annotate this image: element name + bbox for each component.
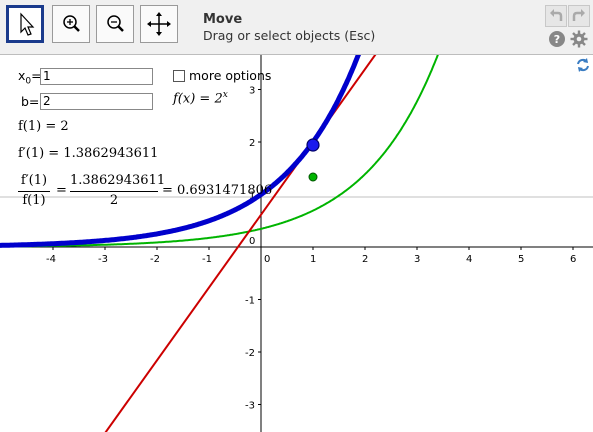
undo-button[interactable] <box>545 5 567 27</box>
green-point[interactable] <box>308 172 318 182</box>
function-f-curve[interactable] <box>0 55 366 248</box>
y-axis-tick-label: 2 <box>249 138 255 149</box>
zoom-in-tool-button[interactable] <box>52 5 90 43</box>
ratio-denominator-left: f(1) <box>22 193 46 208</box>
x0-input-field[interactable]: 1 <box>40 68 153 85</box>
toolbar: Move Drag or select objects (Esc) ? <box>0 0 593 55</box>
undo-icon <box>550 9 563 21</box>
move-graphics-view-tool-button[interactable] <box>140 5 178 43</box>
more-options-label: more options <box>189 68 272 83</box>
axis-ticks <box>52 89 574 405</box>
x-axis-tick-label: 3 <box>414 254 420 265</box>
x-axis-tick-label: -4 <box>46 254 56 265</box>
tool-mode-title: Move <box>203 12 243 27</box>
magnifier-plus-icon <box>63 15 80 32</box>
f-of-1-value: f(1) = 2 <box>18 119 69 134</box>
graphics-view[interactable]: -4 -3 -2 -1 0 1 2 3 4 5 6 3 2 1 0 -1 -2 -3 x0= 1 b= 2 mor… <box>0 55 593 432</box>
coordinate-plane[interactable]: -4 -3 -2 -1 0 1 2 3 4 5 6 3 2 1 0 -1 -2 -3 <box>0 55 593 432</box>
fraction-bar-left <box>18 191 50 192</box>
x-axis-tick-label: 2 <box>362 254 368 265</box>
x-axis-tick-label: -3 <box>98 254 108 265</box>
y-axis-tick-label: 0 <box>249 236 255 247</box>
point-on-f[interactable] <box>306 138 320 152</box>
redo-icon <box>572 9 585 21</box>
settings-button[interactable] <box>570 30 588 48</box>
x0-label: x0= <box>18 68 42 87</box>
settings-gear-icon <box>570 30 588 48</box>
equals-sign: = <box>56 183 67 198</box>
tangent-line[interactable] <box>104 55 383 432</box>
x-axis-tick-label: 0 <box>264 254 270 265</box>
svg-text:?: ? <box>554 33 560 46</box>
x-axis-tick-label: 5 <box>518 254 524 265</box>
ratio-numerator-left: f′(1) <box>20 173 48 188</box>
zoom-out-tool-button[interactable] <box>96 5 134 43</box>
ratio-result: = 0.6931471806 <box>162 183 273 198</box>
cursor-arrow-icon <box>20 12 35 36</box>
x-axis-tick-label: -2 <box>150 254 160 265</box>
fraction-bar-right <box>70 191 158 192</box>
y-axis-tick-label: -2 <box>245 348 255 359</box>
ratio-denominator-right: 2 <box>109 193 119 208</box>
f-prime-of-1-value: f′(1) = 1.3862943611 <box>18 146 159 161</box>
y-axis-tick-label: 1 <box>249 191 255 202</box>
b-label: b= <box>21 94 40 109</box>
more-options-checkbox[interactable] <box>173 70 185 82</box>
ratio-numerator-right: 1.3862943611 <box>70 173 166 188</box>
x-axis-tick-label: -1 <box>202 254 212 265</box>
four-way-arrows-icon <box>147 12 171 36</box>
function-definition: f(x) = 2x <box>173 90 228 107</box>
help-button[interactable]: ? <box>548 30 566 48</box>
tool-mode-description: Drag or select objects (Esc) <box>203 28 376 43</box>
x-axis-tick-label: 1 <box>310 254 316 265</box>
green-curve[interactable] <box>0 55 443 248</box>
magnifier-minus-icon <box>107 15 124 32</box>
x-axis-tick-label: 6 <box>570 254 576 265</box>
axis-tick-labels: -4 -3 -2 -1 0 1 2 3 4 5 6 3 2 1 0 -1 -2 -3 <box>46 86 576 412</box>
y-axis-tick-label: 3 <box>249 86 255 97</box>
x-axis-tick-label: 4 <box>466 254 472 265</box>
redo-button[interactable] <box>568 5 590 27</box>
help-icon: ? <box>549 31 565 47</box>
b-input-field[interactable]: 2 <box>40 93 153 110</box>
y-axis-tick-label: -3 <box>245 401 255 412</box>
move-tool-button[interactable] <box>6 5 44 43</box>
refresh-icon[interactable] <box>575 57 591 73</box>
y-axis-tick-label: -1 <box>245 296 255 307</box>
